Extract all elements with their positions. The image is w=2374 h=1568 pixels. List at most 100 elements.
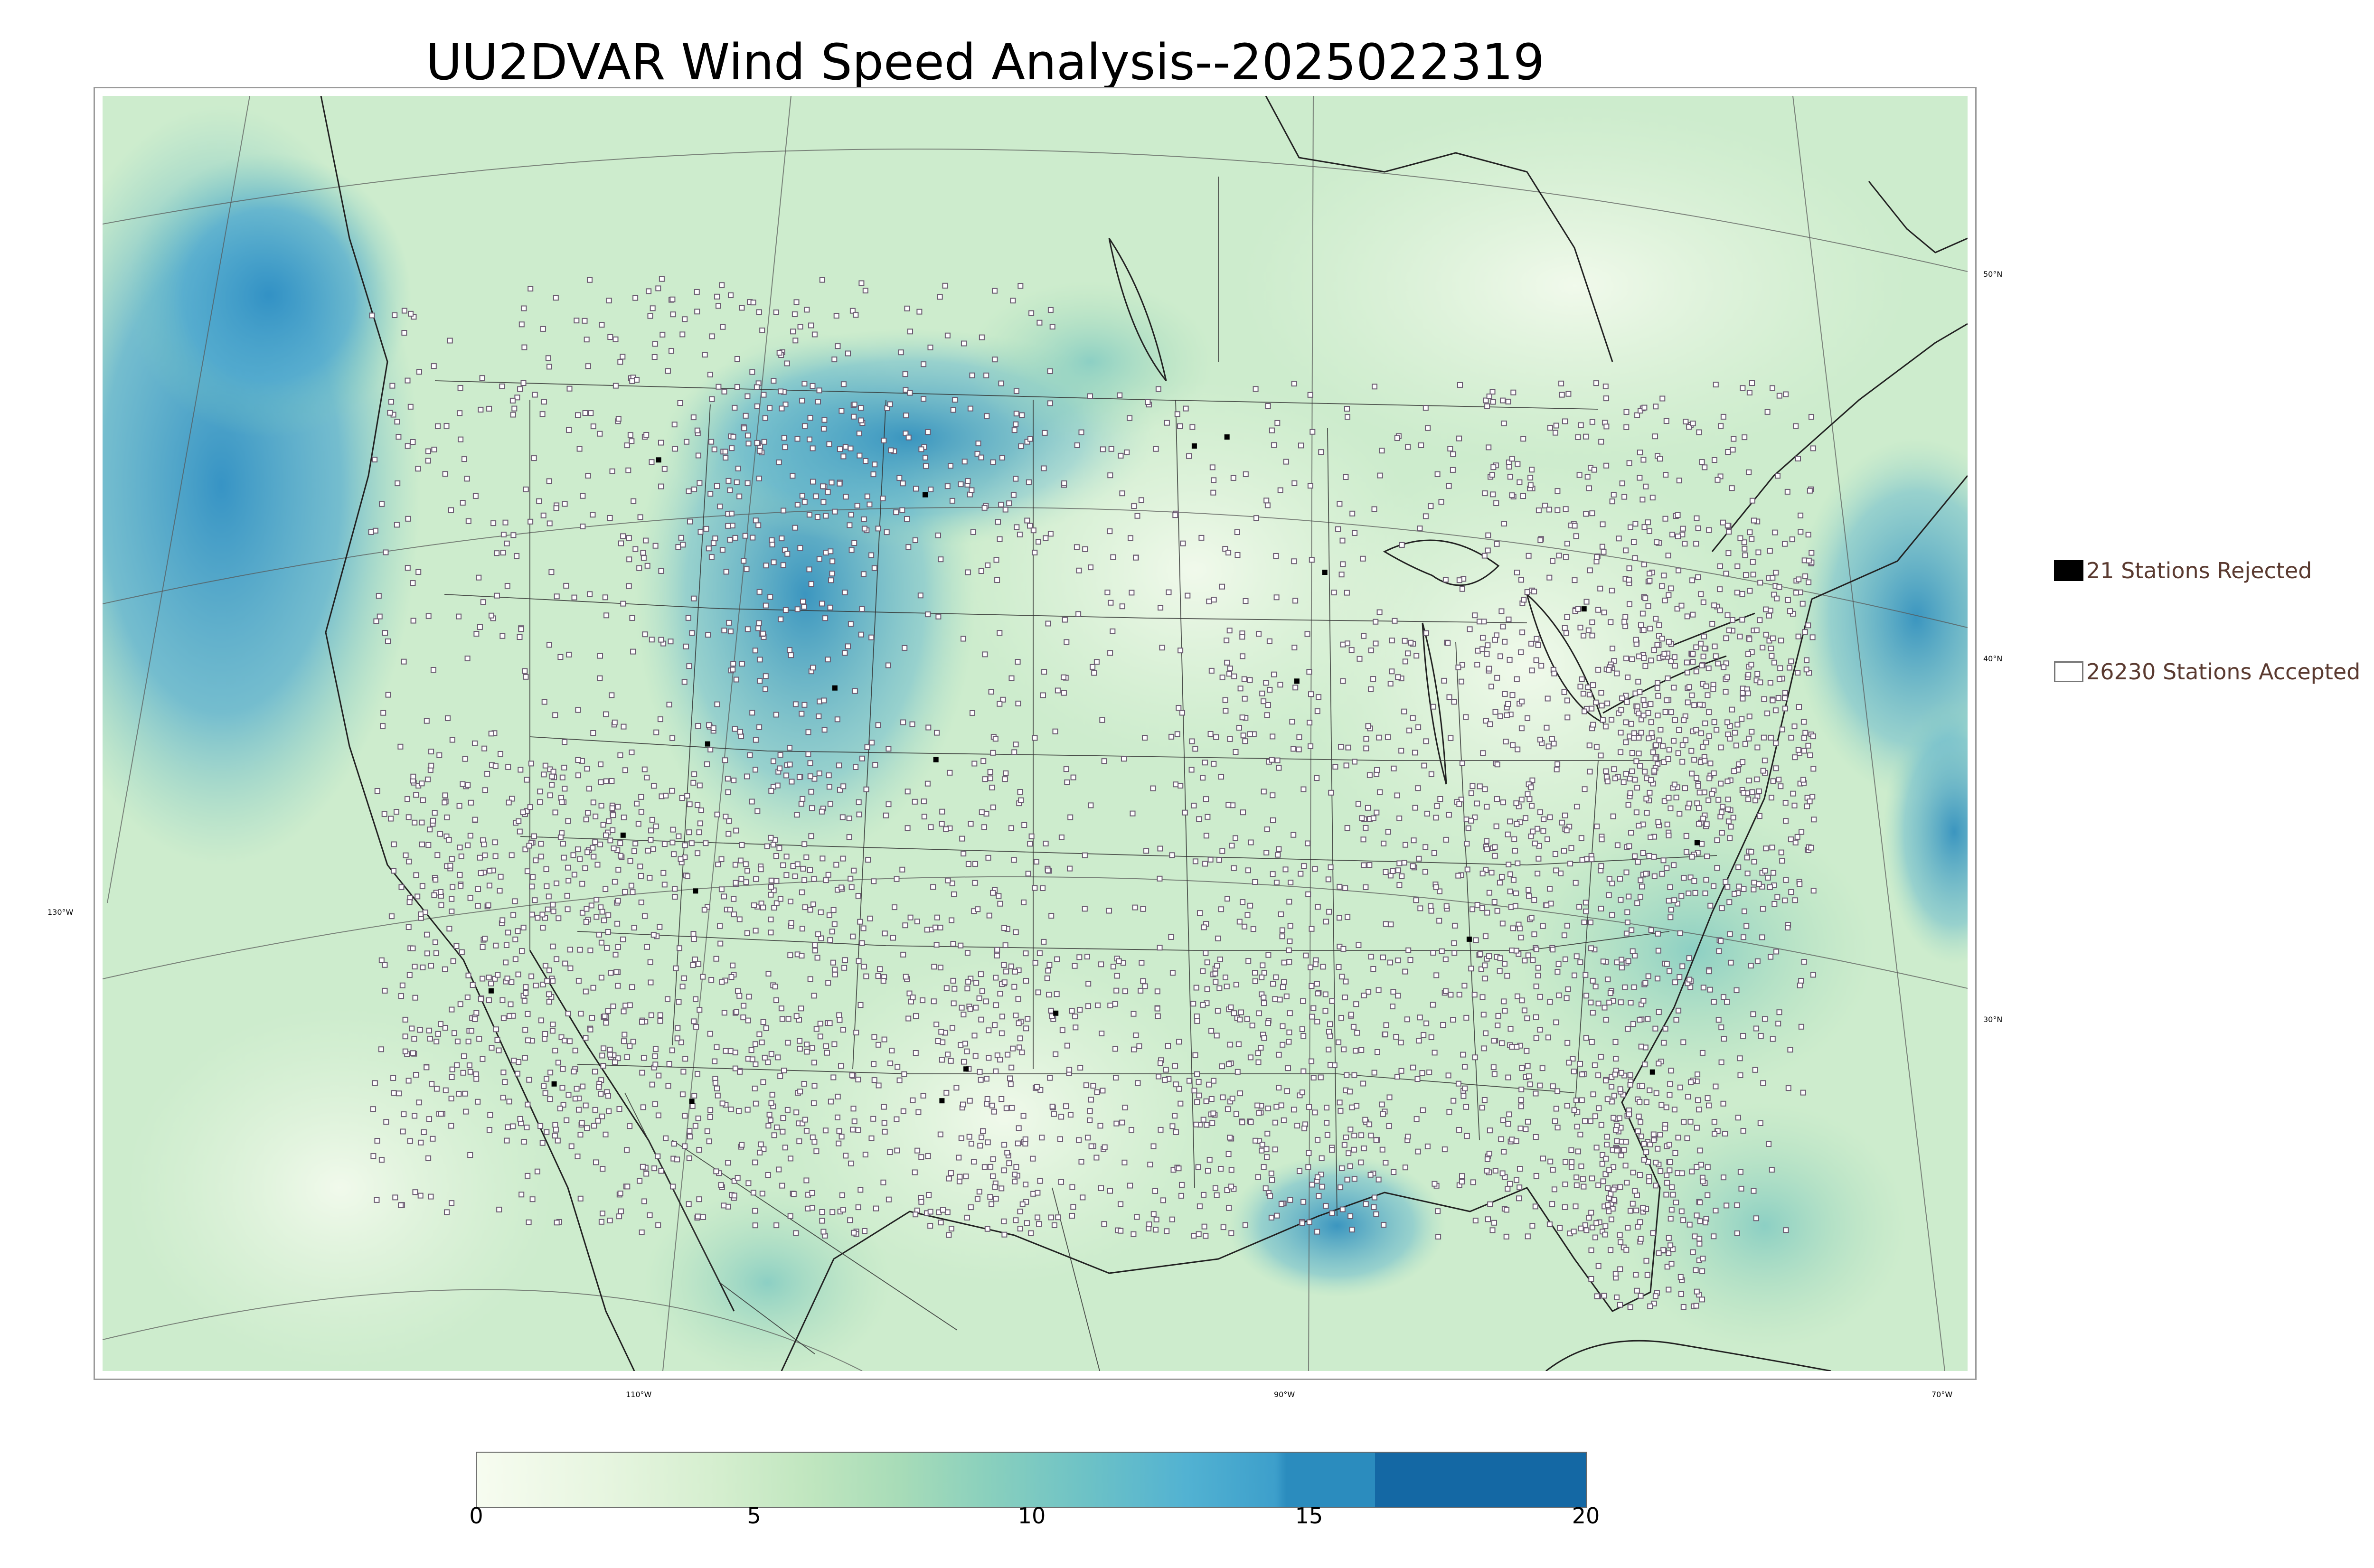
station-marker-accepted	[1308, 691, 1314, 697]
station-marker-accepted	[1127, 1183, 1133, 1189]
station-marker-accepted	[629, 984, 635, 990]
station-marker-accepted	[1360, 1080, 1366, 1087]
station-marker-accepted	[1586, 485, 1592, 491]
station-marker-accepted	[1030, 1155, 1036, 1162]
station-marker-accepted	[617, 840, 623, 846]
station-marker-accepted	[1767, 548, 1773, 554]
station-marker-accepted	[1379, 1101, 1385, 1108]
station-marker-accepted	[1701, 789, 1707, 796]
station-marker-accepted	[1527, 1081, 1533, 1088]
station-marker-accepted	[1371, 506, 1377, 512]
station-marker-accepted	[1724, 999, 1730, 1005]
station-marker-accepted	[670, 826, 676, 833]
station-marker-accepted	[1494, 796, 1500, 802]
station-marker-accepted	[1683, 737, 1689, 743]
station-marker-accepted	[1058, 1179, 1064, 1185]
station-marker-accepted	[819, 277, 825, 283]
station-marker-accepted	[599, 322, 605, 328]
station-marker-accepted	[653, 729, 659, 735]
station-marker-accepted	[801, 702, 808, 708]
station-marker-accepted	[584, 337, 590, 343]
station-marker-accepted	[1398, 1040, 1404, 1046]
station-marker-accepted	[761, 392, 767, 398]
station-marker-accepted	[1206, 1081, 1212, 1088]
station-marker-accepted	[1638, 622, 1644, 628]
station-marker-rejected	[1694, 840, 1700, 845]
station-marker-accepted	[988, 1164, 994, 1170]
station-marker-accepted	[594, 914, 600, 920]
station-marker-accepted	[851, 413, 857, 420]
station-marker-accepted	[1391, 1169, 1397, 1175]
station-marker-accepted	[1410, 1064, 1416, 1070]
station-marker-accepted	[1748, 963, 1754, 969]
station-marker-accepted	[918, 446, 924, 452]
station-marker-accepted	[1006, 500, 1012, 507]
station-marker-accepted	[1769, 1167, 1775, 1173]
station-marker-accepted	[1353, 1001, 1359, 1007]
station-marker-accepted	[968, 1204, 974, 1211]
station-marker-accepted	[1393, 1034, 1399, 1040]
station-marker-accepted	[391, 1090, 397, 1096]
station-marker-accepted	[1075, 611, 1082, 617]
station-marker-accepted	[1423, 738, 1429, 744]
station-marker-accepted	[1013, 742, 1019, 748]
station-marker-accepted	[1664, 1172, 1670, 1178]
station-marker-accepted	[951, 891, 957, 897]
station-marker-accepted	[1599, 836, 1605, 843]
station-marker-accepted	[1368, 648, 1374, 654]
station-marker-accepted	[991, 1108, 997, 1115]
station-marker-accepted	[555, 1137, 561, 1144]
station-marker-accepted	[682, 316, 688, 322]
station-marker-accepted	[1110, 554, 1116, 560]
wind-speed-map[interactable]	[103, 96, 1968, 1371]
station-marker-accepted	[1474, 902, 1480, 908]
station-marker-accepted	[1567, 861, 1573, 867]
station-marker-accepted	[1490, 1064, 1497, 1070]
station-marker-accepted	[1013, 411, 1019, 417]
station-marker-accepted	[1632, 777, 1638, 783]
station-marker-accepted	[799, 493, 805, 499]
station-marker-accepted	[510, 532, 517, 538]
station-marker-accepted	[981, 824, 987, 830]
station-marker-accepted	[829, 929, 835, 935]
station-marker-accepted	[1636, 710, 1642, 716]
station-marker-accepted	[671, 422, 678, 428]
station-marker-accepted	[401, 330, 407, 336]
station-marker-accepted	[1215, 935, 1221, 941]
station-marker-accepted	[1431, 850, 1437, 856]
station-marker-accepted	[1268, 1170, 1274, 1176]
station-marker-accepted	[758, 1141, 764, 1147]
station-marker-accepted	[1008, 1081, 1014, 1087]
station-marker-accepted	[1595, 1000, 1602, 1006]
station-marker-accepted	[871, 565, 877, 571]
station-marker-accepted	[1771, 659, 1777, 666]
station-marker-accepted	[1228, 1230, 1234, 1236]
station-marker-accepted	[688, 840, 695, 846]
station-marker-rejected	[1294, 678, 1300, 684]
station-marker-accepted	[1464, 1133, 1470, 1139]
station-marker-accepted	[1748, 661, 1754, 667]
station-marker-accepted	[506, 799, 512, 806]
map-area[interactable]	[103, 96, 1968, 1371]
station-marker-accepted	[1476, 619, 1482, 625]
station-marker-accepted	[1345, 744, 1351, 751]
station-marker-accepted	[900, 719, 906, 725]
station-marker-accepted	[1345, 414, 1350, 420]
station-marker-accepted	[840, 1207, 846, 1213]
lat-label-30n: 30°N	[1983, 1015, 2003, 1024]
station-marker-accepted	[1509, 456, 1515, 462]
station-marker-accepted	[705, 632, 711, 638]
station-marker-accepted	[546, 364, 552, 370]
station-marker-accepted	[972, 861, 978, 867]
station-marker-accepted	[1537, 537, 1544, 543]
station-marker-accepted	[1028, 310, 1035, 316]
station-marker-accepted	[1740, 759, 1746, 765]
station-marker-accepted	[1336, 964, 1342, 970]
station-marker-accepted	[646, 288, 652, 294]
station-marker-accepted	[631, 498, 637, 504]
station-marker-accepted	[488, 731, 494, 737]
station-marker-accepted	[975, 906, 981, 912]
station-marker-accepted	[1735, 1115, 1741, 1121]
station-marker-accepted	[1535, 642, 1541, 648]
station-marker-accepted	[714, 293, 720, 300]
